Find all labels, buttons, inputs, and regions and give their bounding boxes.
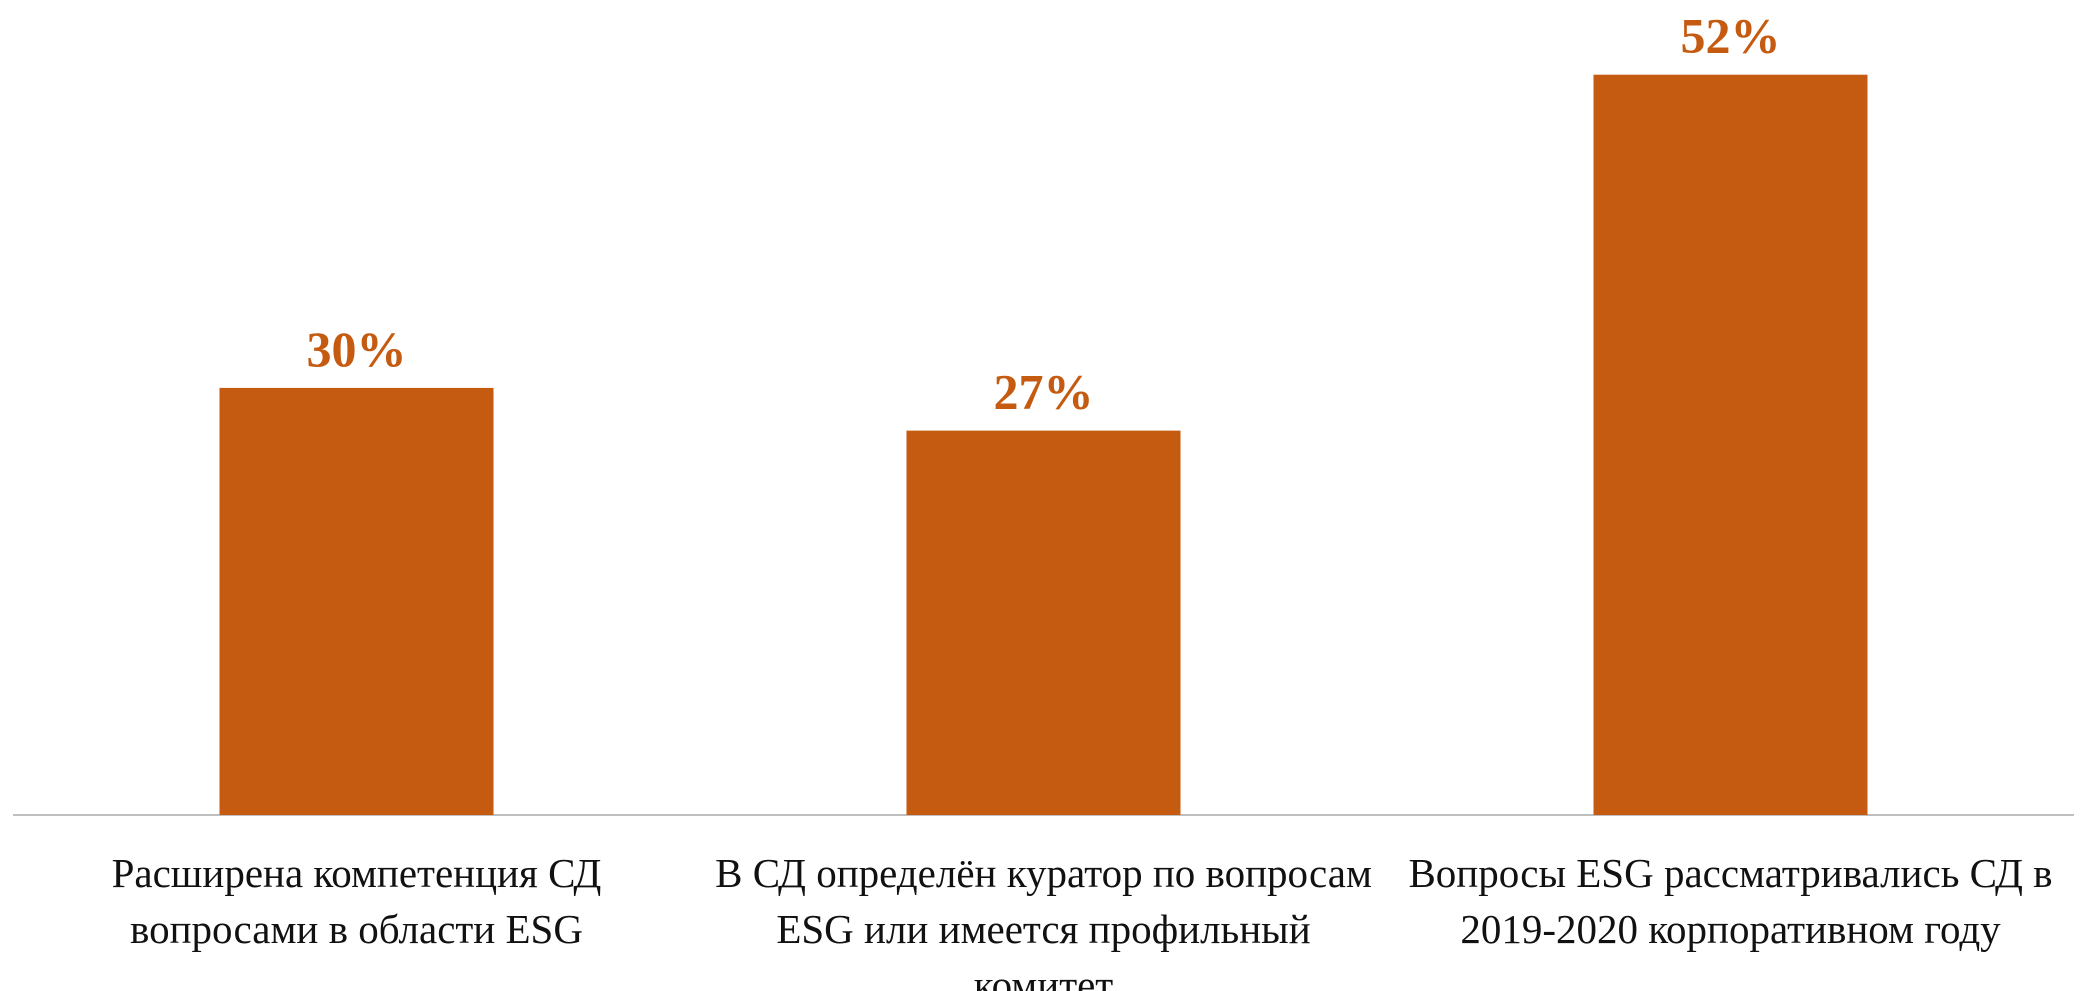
x-tick-label: Расширена компетенция СД вопросами в обл…: [111, 850, 602, 952]
bar: [1593, 74, 1868, 815]
value-label: 52%: [1681, 8, 1781, 64]
bar: [906, 430, 1181, 815]
x-tick-label: В СД определён куратор по вопросам ESG и…: [715, 850, 1372, 991]
value-label: 27%: [994, 364, 1094, 420]
bar: [219, 387, 494, 815]
x-tick-label: Вопросы ESG рассматривались СД в 2019-20…: [1408, 850, 2053, 952]
value-label: 30%: [307, 321, 407, 377]
